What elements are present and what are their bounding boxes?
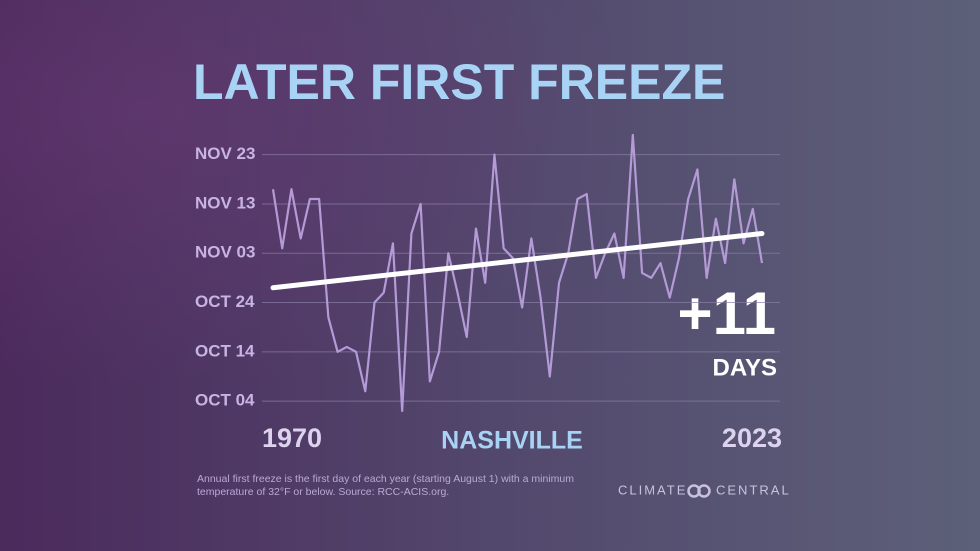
- location-label: NASHVILLE: [441, 427, 583, 455]
- y-tick-label: OCT 14: [195, 341, 255, 360]
- y-tick-label: OCT 24: [195, 292, 255, 311]
- logo-icon: [687, 484, 711, 498]
- y-tick-label: NOV 03: [195, 243, 255, 262]
- x-tick-label: 2023: [722, 423, 782, 453]
- trend-line: [270, 231, 765, 291]
- y-tick-label: OCT 04: [195, 391, 255, 410]
- y-tick-label: NOV 13: [195, 193, 255, 212]
- logo-right: CENTRAL: [716, 482, 791, 497]
- logo-left: CLIMATE: [618, 482, 687, 497]
- data-line: [271, 133, 764, 413]
- annotation: +11: [678, 280, 776, 347]
- annotation-unit: DAYS: [713, 354, 777, 381]
- x-tick-label: 1970: [262, 423, 322, 453]
- chart-title: LATER FIRST FREEZE: [193, 54, 725, 110]
- y-tick-label: NOV 23: [195, 144, 255, 163]
- footnote: Annual first freeze is the first day of …: [197, 473, 574, 498]
